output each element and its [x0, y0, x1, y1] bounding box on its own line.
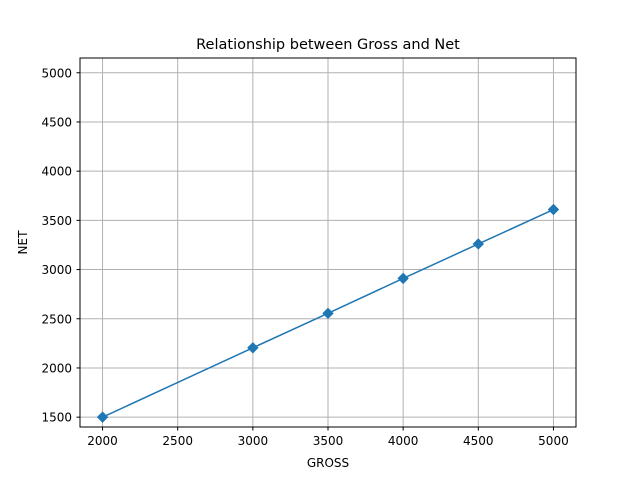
data-point-marker	[547, 203, 560, 216]
x-axis: 2000 2500 3000 3500 4000 4500 5000	[87, 427, 569, 448]
x-tick-label: 4500	[463, 434, 494, 448]
y-tick-label: 3000	[41, 263, 72, 277]
x-tick-label: 4000	[388, 434, 419, 448]
data-point-marker	[247, 342, 259, 354]
data-point-marker	[322, 307, 334, 320]
y-tick-label: 4000	[41, 165, 72, 179]
grid	[80, 58, 576, 427]
y-axis-title: NET	[16, 230, 30, 255]
x-tick-label: 3000	[238, 434, 269, 448]
y-tick-label: 2000	[41, 361, 72, 375]
y-tick-label: 1500	[41, 411, 72, 425]
y-tick-label: 5000	[41, 66, 72, 80]
y-tick-label: 3500	[41, 214, 72, 228]
data-point-marker	[397, 272, 409, 285]
chart-title: Relationship between Gross and Net	[196, 37, 460, 53]
data-point-marker	[472, 238, 485, 250]
x-tick-label: 2000	[87, 434, 118, 448]
x-tick-label: 2500	[162, 434, 193, 448]
series-layer	[96, 203, 560, 423]
y-tick-label: 4500	[41, 115, 72, 129]
x-axis-title: GROSS	[307, 456, 349, 470]
x-tick-label: 5000	[538, 434, 569, 448]
y-axis: 1500 2000 2500 3000 3500 4000 4500 5000	[41, 66, 80, 425]
series-line	[102, 208, 554, 418]
y-tick-label: 2500	[41, 312, 72, 326]
data-point-marker	[96, 411, 109, 423]
x-tick-label: 3500	[313, 434, 344, 448]
